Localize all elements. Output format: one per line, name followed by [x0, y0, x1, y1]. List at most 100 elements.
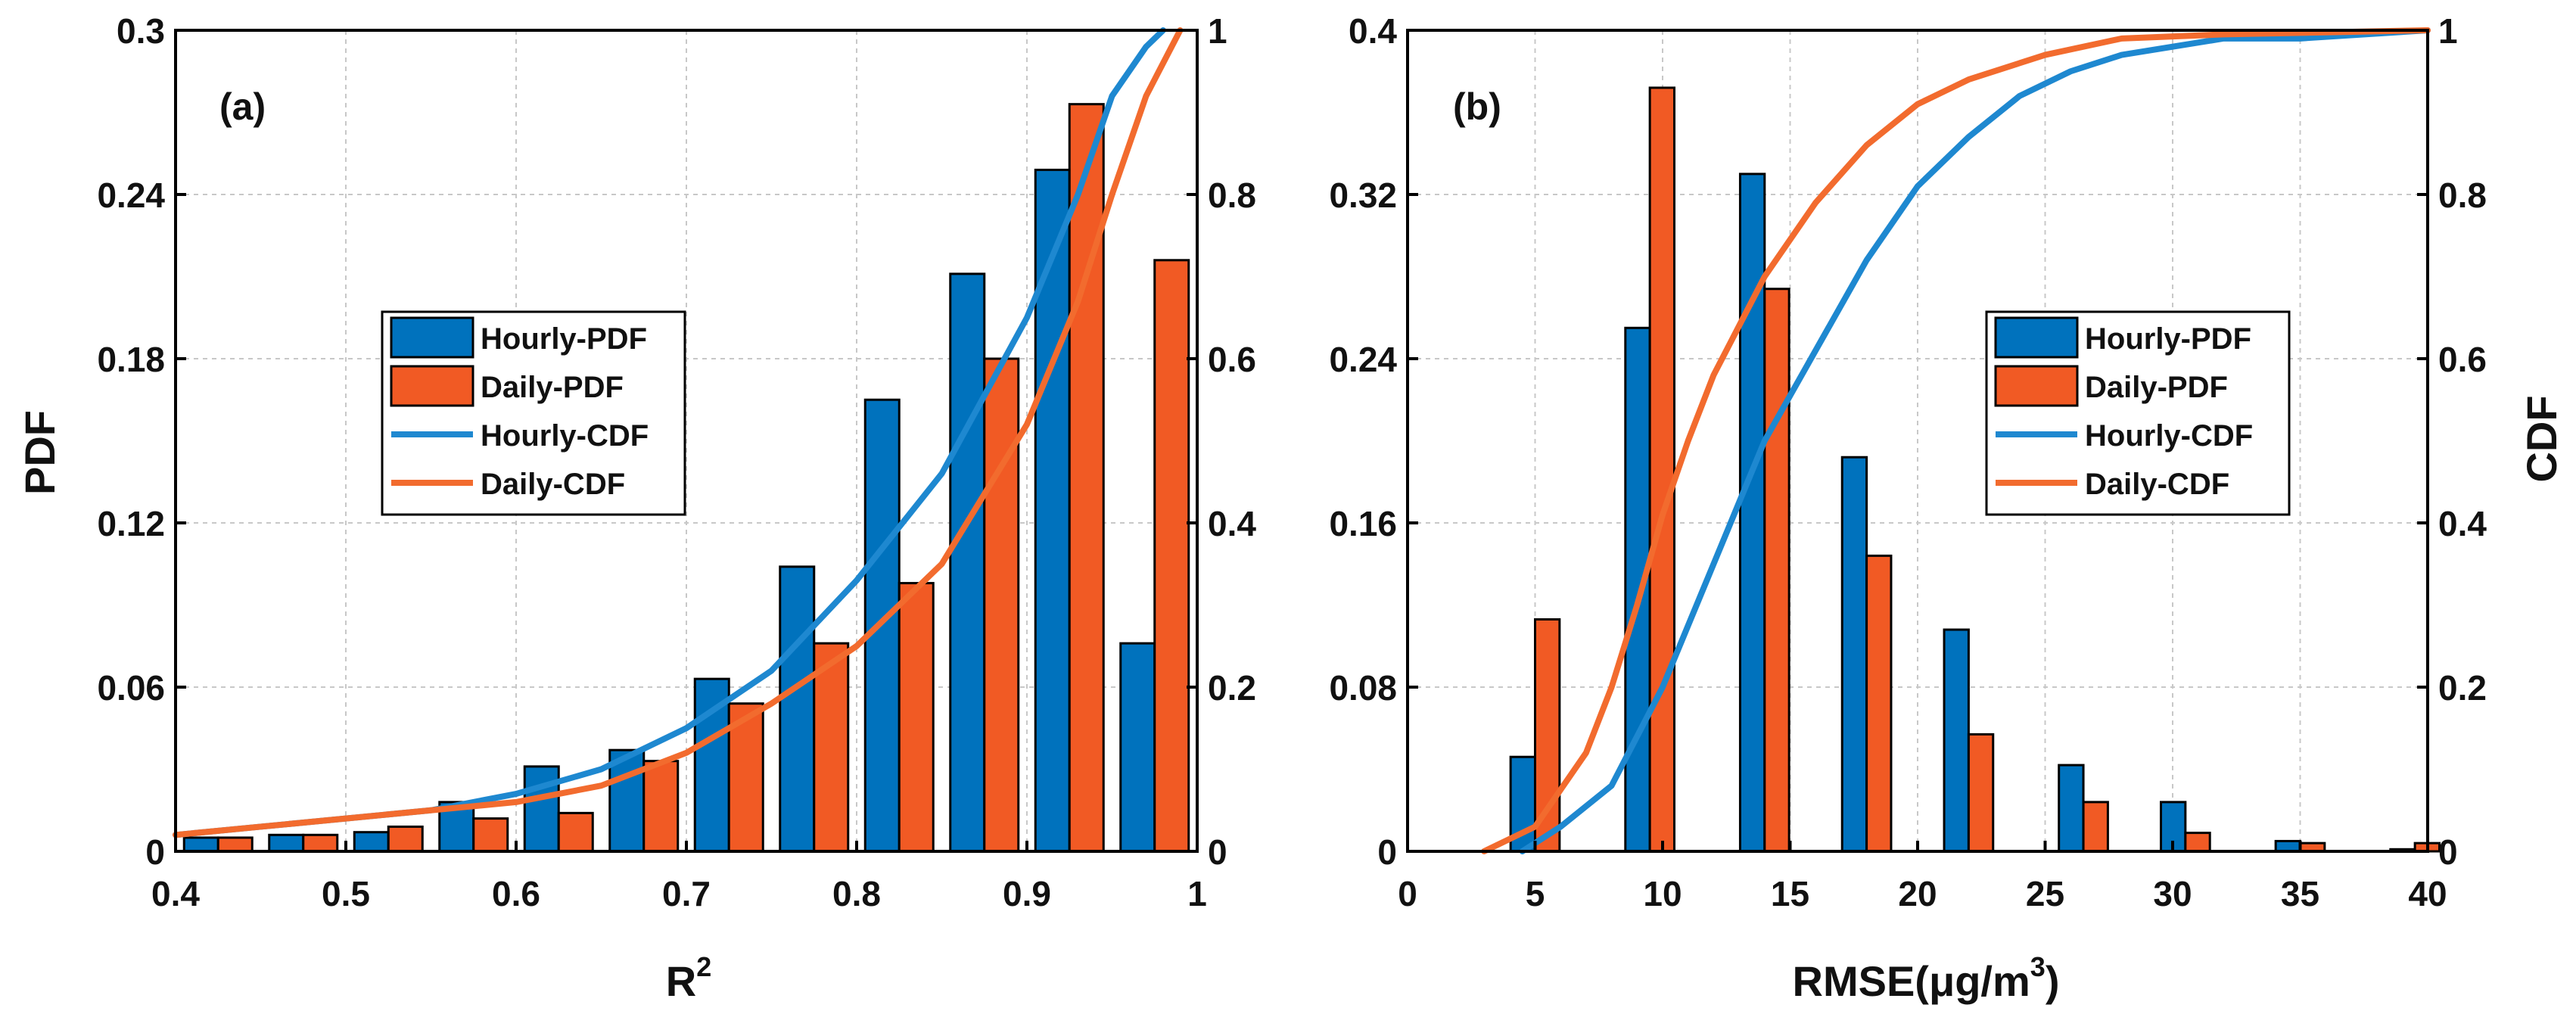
- panel-a-legend-label-hourly-cdf: Hourly-CDF: [481, 419, 649, 453]
- panel-b-legend: Hourly-PDF Daily-PDF Hourly-CDF Daily-CDF: [1985, 310, 2291, 516]
- panel-a-hourly-bar: [523, 765, 560, 853]
- panel-a-daily-bar: [813, 642, 850, 853]
- panel-a-hourly-bar: [949, 272, 986, 853]
- panel-a-hourly-bar: [353, 831, 390, 853]
- panel-a-hourly-bar: [779, 565, 816, 853]
- panel-b-daily-bar: [1648, 86, 1676, 853]
- panel-a-y-tick-label: 0.24: [97, 176, 165, 215]
- panel-b-y2-ticks: 0 0.2 0.4 0.6 0.8 1: [2417, 11, 2487, 872]
- panel-b-cdf-lines: [1481, 27, 2431, 854]
- panel-b-daily-bar: [2184, 832, 2211, 853]
- panel-b-y2-tick-label: 1: [2438, 11, 2458, 51]
- panel-b-y-tick-label: 0.32: [1329, 176, 1397, 215]
- panel-b-hourly-bar: [1624, 326, 1651, 853]
- panel-a-y2-tick-label: 0.4: [1208, 504, 1256, 543]
- panel-b-y-tick-label: 0: [1377, 832, 1397, 872]
- panel-a-y2-tick-label: 0: [1208, 832, 1227, 872]
- panel-b-y2-label: CDF: [2518, 395, 2565, 482]
- panel-b-legend-swatch-hourly-pdf: [1994, 316, 2079, 359]
- panel-b-x-label-sup: 3: [2030, 951, 2046, 982]
- panel-a-hourly-bar: [1034, 168, 1071, 853]
- panel-a-daily-bar: [557, 811, 594, 853]
- panel-b-x-tick-label: 20: [1898, 874, 1937, 913]
- panel-a-daily-bar: [1153, 259, 1190, 853]
- panel-a-y-tick-label: 0.18: [97, 340, 165, 379]
- panel-a-legend-label-daily-cdf: Daily-CDF: [481, 468, 625, 501]
- panel-a-x-label: R2: [666, 951, 711, 1005]
- panel-a-x-tick-label: 0.6: [492, 874, 540, 913]
- panel-a-x-ticks: 0.4 0.5 0.6 0.7 0.8 0.9 1: [151, 841, 1207, 913]
- panel-b-legend-label-daily-pdf: Daily-PDF: [2085, 371, 2228, 404]
- panel-a-legend-swatch-hourly-pdf: [390, 316, 474, 359]
- panel-a-cdf-lines: [173, 27, 1184, 838]
- panel-b-hourly-bars: [1509, 173, 2416, 853]
- panel-a-legend: Hourly-PDF Daily-PDF Hourly-CDF Daily-CDF: [381, 310, 686, 516]
- panel-b-y2-tick-label: 0.4: [2438, 504, 2487, 543]
- panel-a-y2-tick-label: 0.6: [1208, 340, 1256, 379]
- panel-b-x-tick-label: 10: [1643, 874, 1682, 913]
- panel-b-legend-label-hourly-pdf: Hourly-PDF: [2085, 322, 2251, 356]
- panel-a-x-label-main: R: [666, 957, 696, 1005]
- panel-a-y-ticks: 0 0.06 0.12 0.18 0.24 0.3: [97, 11, 186, 872]
- panel-a-legend-label-hourly-pdf: Hourly-PDF: [481, 322, 647, 356]
- panel-a-legend-label-daily-pdf: Daily-PDF: [481, 371, 624, 404]
- panel-b-x-tick-label: 30: [2153, 874, 2192, 913]
- panel-a-x-tick-label: 0.4: [151, 874, 200, 913]
- panel-b-x-ticks: 0 5 10 15 20 25 30 35 40: [1398, 841, 2447, 913]
- panel-a-x-tick-label: 0.8: [832, 874, 881, 913]
- panel-b-x-tick-label: 25: [2026, 874, 2064, 913]
- panel-b-daily-bar: [2082, 801, 2109, 853]
- panel-b-hourly-bar: [2058, 764, 2085, 853]
- panel-b-label: (b): [1453, 86, 1501, 128]
- panel-b-x-tick-label: 35: [2281, 874, 2319, 913]
- panel-a-y-tick-label: 0.06: [97, 668, 165, 708]
- panel-a-y2-tick-label: 0.2: [1208, 668, 1256, 708]
- panel-b-y-tick-label: 0.4: [1349, 11, 1397, 51]
- panel-a-hourly-bar: [1119, 642, 1156, 853]
- panel-b-y2-tick-label: 0: [2438, 832, 2458, 872]
- panel-b-y2-tick-label: 0.2: [2438, 668, 2487, 708]
- panel-a-daily-bar: [216, 836, 254, 853]
- panel-a-y-tick-label: 0.3: [117, 11, 165, 51]
- panel-b-y-tick-label: 0.24: [1329, 340, 1397, 379]
- panel-a-label: (a): [219, 86, 266, 128]
- panel-b-legend-swatch-daily-pdf: [1994, 365, 2079, 407]
- panel-a-y2-tick-label: 1: [1208, 11, 1227, 51]
- panel-b-x-tick-label: 5: [1526, 874, 1545, 913]
- panel-b-x-tick-label: 0: [1398, 874, 1417, 913]
- panel-b-hourly-bar: [1840, 456, 1868, 853]
- panel-a-daily-bar: [302, 833, 339, 853]
- panel-b-hourly-cdf-line: [1519, 27, 2431, 854]
- panel-b-x-label: RMSE(μg/m3): [1793, 951, 2060, 1005]
- panel-a-daily-bar: [387, 825, 424, 853]
- panel-a-y-tick-label: 0: [145, 832, 165, 872]
- panel-b-hourly-bar: [1738, 173, 1766, 853]
- panel-b: 0 5 10 15 20 25 30 35 40 00.080.160.240.320.4 00…: [1329, 11, 2565, 1005]
- panel-b-x-tick-label: 15: [1771, 874, 1809, 913]
- panel-a-x-tick-label: 0.9: [1003, 874, 1051, 913]
- panel-b-legend-label-daily-cdf: Daily-CDF: [2085, 468, 2229, 501]
- panel-a-y2-ticks: 0 0.2 0.4 0.6 0.8 1: [1187, 11, 1256, 872]
- panel-a-hourly-bar: [268, 833, 305, 853]
- panel-a-daily-bar: [1068, 103, 1105, 853]
- panel-a-daily-bar: [472, 817, 509, 853]
- panel-b-hourly-bar: [1943, 628, 1970, 853]
- panel-a-x-label-sup: 2: [696, 951, 711, 982]
- panel-a-x-tick-label: 1: [1187, 874, 1207, 913]
- panel-a-legend-swatch-daily-pdf: [390, 365, 474, 407]
- panel-a-y-tick-label: 0.12: [97, 504, 165, 543]
- panel-b-y-tick-label: 0.08: [1329, 668, 1397, 708]
- panel-a-daily-cdf-line: [173, 27, 1184, 838]
- panel-b-legend-label-hourly-cdf: Hourly-CDF: [2085, 419, 2253, 453]
- panel-a-y-label: PDF: [16, 410, 64, 495]
- panel-a: 0.4 0.5 0.6 0.7 0.8 0.9 1 0 0.06 0.12 0.18 0.24 0.3…: [16, 11, 1256, 1005]
- panel-a-daily-bar: [983, 357, 1020, 853]
- panel-b-y2-tick-label: 0.6: [2438, 340, 2487, 379]
- panel-a-x-tick-label: 0.7: [662, 874, 711, 913]
- panel-b-daily-bar: [1865, 554, 1893, 853]
- panel-a-daily-bar: [898, 582, 935, 853]
- panel-b-daily-bar: [1967, 733, 1995, 853]
- panel-b-daily-bar: [1763, 288, 1790, 853]
- panel-a-y2-tick-label: 0.8: [1208, 176, 1256, 215]
